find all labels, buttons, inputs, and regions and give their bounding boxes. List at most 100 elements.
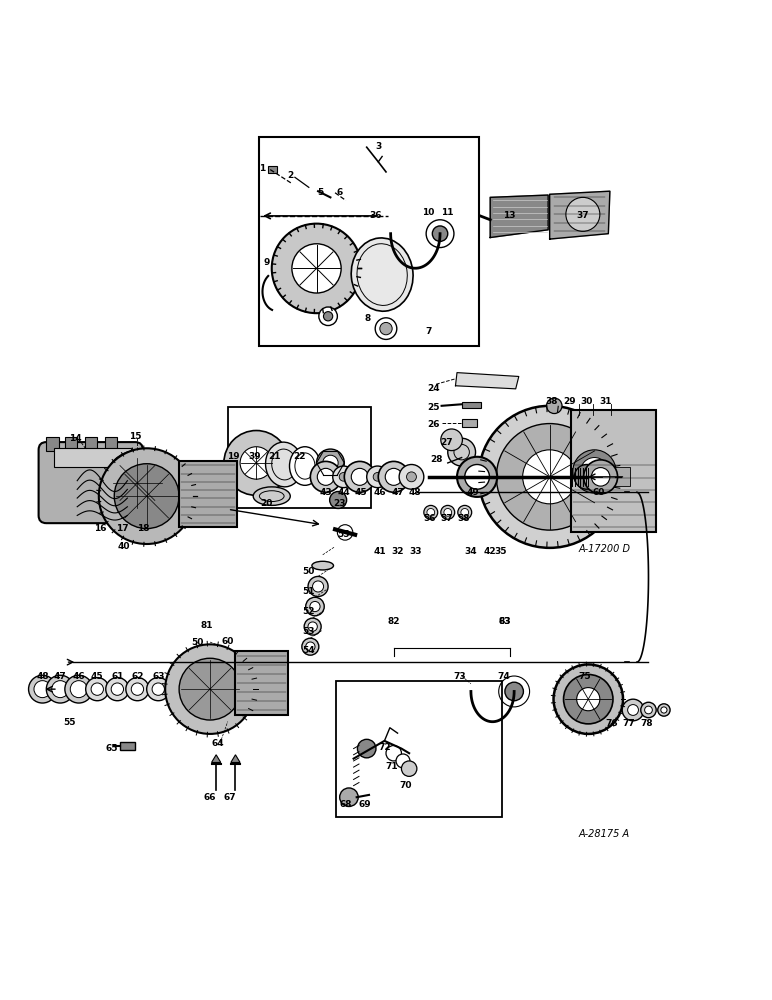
Text: 29: 29 [564, 397, 576, 406]
Circle shape [106, 678, 129, 701]
Circle shape [465, 464, 489, 489]
Text: 5: 5 [317, 188, 323, 197]
Circle shape [396, 754, 410, 768]
Circle shape [34, 681, 51, 698]
Text: 46: 46 [374, 488, 386, 497]
Text: 16: 16 [94, 524, 107, 533]
Circle shape [661, 707, 667, 713]
Text: 46: 46 [73, 672, 85, 681]
Circle shape [70, 681, 87, 698]
Text: 57: 57 [440, 514, 452, 523]
Bar [120, 742, 135, 750]
Circle shape [577, 688, 600, 711]
Circle shape [581, 458, 608, 485]
Circle shape [373, 473, 382, 481]
Bar [85, 437, 97, 451]
Text: 81: 81 [201, 621, 213, 630]
Text: 41: 41 [374, 547, 386, 556]
Text: 44: 44 [337, 488, 350, 497]
Text: 38: 38 [545, 397, 557, 406]
Text: 7: 7 [425, 327, 432, 336]
Circle shape [496, 424, 603, 530]
Text: 62: 62 [131, 672, 144, 681]
Text: 21: 21 [269, 452, 281, 461]
Text: 33: 33 [409, 547, 422, 556]
Text: 26: 26 [428, 420, 440, 429]
FancyBboxPatch shape [39, 442, 143, 523]
Circle shape [323, 455, 338, 471]
Text: 43: 43 [320, 488, 332, 497]
Text: 60: 60 [222, 637, 234, 646]
Circle shape [547, 398, 562, 414]
Bar [54, 448, 131, 467]
Text: 20: 20 [260, 499, 273, 508]
Circle shape [441, 505, 455, 519]
Text: 40: 40 [117, 542, 130, 551]
Text: 36: 36 [369, 211, 381, 220]
Circle shape [29, 675, 56, 703]
Text: 2: 2 [287, 171, 293, 180]
Text: 67: 67 [224, 793, 236, 802]
Circle shape [111, 683, 124, 695]
Circle shape [310, 461, 341, 492]
Circle shape [292, 244, 341, 293]
Text: 31: 31 [600, 397, 612, 406]
Text: 42: 42 [484, 547, 496, 556]
Circle shape [308, 622, 317, 631]
Circle shape [645, 706, 652, 714]
Text: 9: 9 [264, 258, 270, 267]
Circle shape [105, 451, 170, 515]
Text: 50: 50 [191, 638, 204, 647]
Text: 48: 48 [409, 488, 422, 497]
Circle shape [591, 468, 610, 486]
Text: 19: 19 [227, 452, 239, 461]
Text: 51: 51 [303, 587, 315, 596]
Bar [46, 437, 59, 451]
Text: 8: 8 [364, 314, 371, 323]
Text: 71: 71 [386, 762, 398, 771]
Circle shape [399, 464, 424, 489]
Circle shape [622, 699, 644, 721]
Text: 27: 27 [440, 438, 452, 447]
Circle shape [407, 472, 416, 482]
Circle shape [310, 601, 320, 612]
Circle shape [304, 618, 321, 635]
Text: 30: 30 [581, 397, 593, 406]
Circle shape [128, 474, 147, 492]
Text: 25: 25 [428, 403, 440, 412]
Bar [462, 419, 477, 427]
Text: 63: 63 [499, 617, 511, 626]
Circle shape [165, 644, 255, 734]
Ellipse shape [312, 561, 334, 570]
Circle shape [131, 683, 144, 695]
Circle shape [424, 505, 438, 519]
Text: 58: 58 [457, 514, 469, 523]
Circle shape [337, 525, 353, 540]
Circle shape [330, 492, 347, 508]
Text: 28: 28 [430, 455, 442, 464]
Text: 64: 64 [212, 739, 224, 748]
Bar [235, 651, 288, 715]
Text: 65: 65 [106, 744, 118, 753]
Circle shape [458, 505, 472, 519]
Circle shape [385, 468, 402, 485]
Circle shape [302, 638, 319, 655]
Circle shape [564, 674, 613, 724]
Text: 63: 63 [152, 672, 164, 681]
Polygon shape [212, 755, 221, 762]
Bar [259, 137, 479, 346]
Text: 54: 54 [303, 646, 315, 655]
Text: 39: 39 [249, 452, 261, 461]
Text: 37: 37 [577, 211, 589, 220]
Polygon shape [490, 195, 548, 238]
Text: 35: 35 [494, 547, 506, 556]
Circle shape [574, 464, 599, 489]
Circle shape [340, 788, 358, 806]
Circle shape [317, 468, 334, 485]
Bar [571, 410, 656, 532]
Circle shape [114, 464, 179, 529]
Circle shape [357, 739, 376, 758]
Bar [601, 467, 630, 486]
Circle shape [641, 702, 656, 718]
Text: 18: 18 [137, 524, 149, 533]
